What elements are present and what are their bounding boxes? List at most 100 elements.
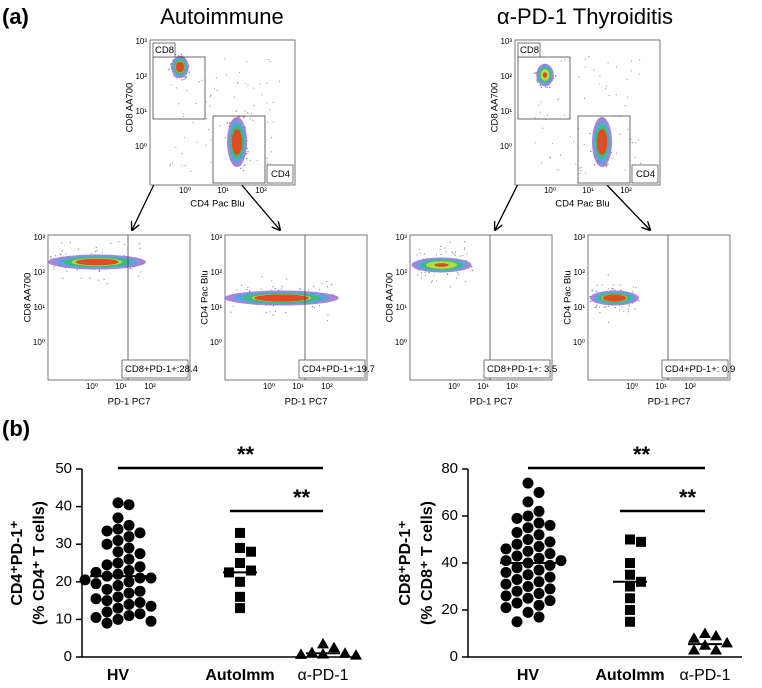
event-dot bbox=[246, 60, 248, 63]
event-dot bbox=[215, 77, 217, 79]
event-dot bbox=[198, 81, 200, 83]
panel-label: (a) bbox=[2, 4, 29, 29]
event-dot bbox=[598, 83, 600, 85]
event-dot bbox=[575, 163, 577, 165]
event-dot bbox=[471, 269, 473, 272]
data-point bbox=[101, 538, 113, 550]
event-dot bbox=[594, 307, 596, 309]
event-dot bbox=[245, 153, 248, 155]
y-tick-label: 0 bbox=[64, 648, 72, 665]
x-tick-label: 10⁰ bbox=[179, 186, 191, 195]
event-dot bbox=[271, 280, 273, 282]
event-dot bbox=[237, 82, 239, 84]
event-dot bbox=[546, 86, 548, 89]
event-dot bbox=[205, 118, 208, 120]
event-dot bbox=[564, 59, 566, 61]
data-point bbox=[544, 519, 556, 531]
data-point bbox=[544, 583, 556, 595]
event-dot bbox=[184, 76, 186, 78]
data-point bbox=[112, 523, 124, 535]
event-dot bbox=[232, 305, 234, 307]
event-dot bbox=[605, 88, 607, 90]
plot-box bbox=[409, 234, 553, 381]
gate-label: CD4 bbox=[636, 169, 655, 180]
data-point bbox=[522, 569, 534, 581]
data-point bbox=[90, 578, 102, 590]
event-dot bbox=[261, 276, 263, 278]
event-dot bbox=[593, 69, 595, 71]
panel-label: (b) bbox=[2, 416, 30, 441]
y-axis-label: CD8⁺PD-1⁺ bbox=[397, 520, 414, 605]
event-dot bbox=[589, 296, 591, 298]
event-dot bbox=[327, 314, 329, 316]
data-point bbox=[500, 590, 512, 602]
data-point bbox=[101, 525, 113, 537]
data-point bbox=[350, 649, 362, 660]
x-tick-label: 10¹ bbox=[582, 186, 594, 195]
event-dot bbox=[182, 115, 185, 118]
event-dot bbox=[417, 274, 419, 276]
x-axis-label: PD-1 PC7 bbox=[285, 397, 328, 408]
event-dot bbox=[129, 267, 131, 269]
event-dot bbox=[266, 82, 268, 84]
annotation-box bbox=[661, 359, 729, 379]
data-point bbox=[721, 636, 733, 648]
data-point bbox=[511, 538, 523, 550]
data-point bbox=[544, 571, 556, 583]
data-point bbox=[625, 558, 635, 568]
event-dot bbox=[603, 306, 605, 308]
data-point bbox=[533, 541, 545, 553]
event-dot bbox=[563, 114, 566, 116]
event-dot bbox=[466, 253, 468, 255]
gate-label-box bbox=[517, 42, 541, 58]
event-dot bbox=[61, 250, 63, 252]
event-dot bbox=[238, 71, 241, 73]
event-dot bbox=[593, 164, 596, 166]
y-axis-label: (% CD4⁺ T cells) bbox=[31, 501, 48, 625]
data-point bbox=[112, 512, 124, 524]
event-dot bbox=[313, 307, 316, 309]
event-dot bbox=[549, 156, 552, 158]
event-dot bbox=[169, 164, 171, 167]
event-dot bbox=[560, 60, 562, 62]
event-dot bbox=[260, 288, 262, 290]
event-dot bbox=[50, 256, 52, 258]
event-dot bbox=[173, 75, 175, 77]
event-dot bbox=[299, 288, 301, 291]
event-dot bbox=[256, 159, 259, 161]
event-dot bbox=[462, 255, 464, 257]
event-dot bbox=[634, 156, 636, 159]
event-dot bbox=[252, 119, 254, 121]
event-dot bbox=[244, 110, 246, 112]
data-point bbox=[511, 550, 523, 562]
event-dot bbox=[318, 288, 321, 291]
event-dot bbox=[605, 165, 608, 167]
density bbox=[596, 129, 608, 155]
data-point bbox=[123, 587, 135, 599]
event-dot bbox=[464, 280, 467, 283]
event-dot bbox=[630, 60, 633, 62]
event-dot bbox=[281, 285, 283, 288]
event-dot bbox=[210, 94, 212, 96]
event-dot bbox=[137, 275, 140, 277]
event-dot bbox=[618, 309, 621, 311]
event-dot bbox=[615, 152, 618, 154]
event-dot bbox=[209, 105, 211, 107]
event-dot bbox=[578, 76, 580, 78]
event-dot bbox=[614, 289, 616, 291]
data-point bbox=[699, 627, 711, 638]
data-point bbox=[123, 542, 135, 554]
x-axis-label: PD-1 PC7 bbox=[470, 397, 513, 408]
y-axis-label: CD8 AA700 bbox=[125, 83, 136, 133]
event-dot bbox=[274, 310, 277, 312]
event-dot bbox=[177, 103, 180, 105]
density bbox=[602, 294, 627, 302]
event-dot bbox=[631, 291, 634, 293]
data-point bbox=[123, 553, 135, 565]
event-dot bbox=[266, 163, 268, 165]
x-axis-label: PD-1 PC7 bbox=[108, 397, 151, 408]
event-dot bbox=[534, 142, 536, 144]
event-dot bbox=[243, 116, 245, 118]
event-dot bbox=[190, 170, 192, 172]
event-dot bbox=[60, 253, 62, 256]
